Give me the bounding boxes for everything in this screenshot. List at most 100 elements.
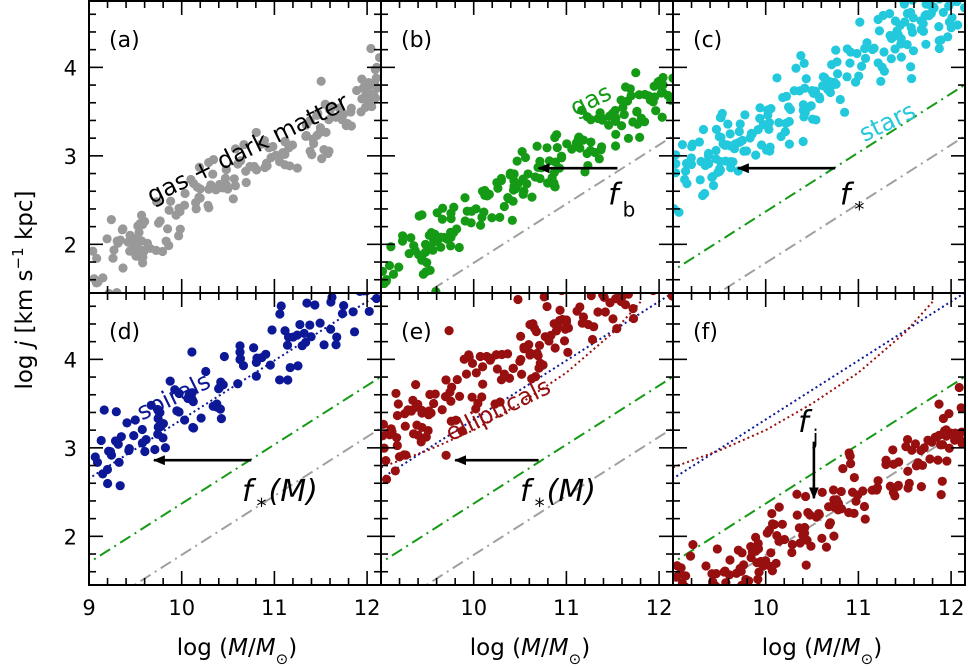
data-point: [936, 490, 946, 500]
data-point: [620, 276, 629, 285]
data-point: [559, 336, 570, 346]
data-point: [98, 469, 108, 479]
data-point: [616, 293, 626, 301]
data-point: [653, 282, 662, 291]
data-point: [672, 643, 681, 652]
data-point: [381, 419, 389, 429]
reference-line: [716, 426, 965, 585]
panel-letter: (b): [401, 28, 432, 53]
data-point: [331, 340, 341, 350]
x-axis-labels: log (M/M⊙) log (M/M⊙) log (M/M⊙): [177, 635, 882, 668]
data-point: [260, 162, 270, 173]
data-point: [129, 431, 139, 441]
data-point: [441, 375, 451, 385]
data-point: [429, 237, 439, 247]
data-point: [938, 7, 948, 18]
data-point: [916, 445, 926, 456]
data-point: [600, 265, 609, 274]
data-point: [702, 590, 711, 599]
data-point: [560, 324, 570, 334]
plot-area: [672, 293, 965, 652]
data-point: [611, 234, 620, 243]
data-point: [833, 505, 843, 515]
data-point: [552, 143, 562, 153]
data-point: [645, 95, 655, 105]
data-point: [622, 96, 633, 106]
data-point: [125, 246, 135, 256]
data-point: [371, 73, 381, 83]
data-point: [299, 328, 309, 338]
data-point: [460, 193, 470, 203]
data-point: [219, 351, 229, 362]
data-point: [112, 236, 122, 246]
data-point: [517, 369, 527, 379]
data-point: [906, 62, 916, 72]
data-point: [386, 242, 396, 252]
data-point: [105, 446, 116, 457]
data-point: [776, 131, 786, 142]
data-point: [102, 234, 112, 244]
data-point: [558, 283, 567, 292]
data-point: [791, 63, 801, 73]
data-point: [342, 271, 351, 280]
data-point: [392, 433, 402, 443]
data-point: [952, 1, 962, 7]
data-point: [446, 396, 456, 406]
x-axis-label: log (M/M⊙): [762, 635, 882, 668]
data-point: [454, 242, 464, 253]
data-point: [283, 375, 293, 385]
data-point: [405, 405, 416, 415]
data-point: [889, 459, 899, 469]
data-point: [845, 58, 855, 68]
data-point: [466, 218, 476, 228]
data-point: [275, 375, 285, 385]
panel-c: (c) stars f *: [672, 0, 966, 294]
y-tick-label: 3: [64, 437, 77, 461]
data-point: [179, 200, 190, 210]
data-point: [886, 33, 897, 44]
data-point: [461, 369, 472, 379]
data-point: [170, 385, 180, 395]
data-point: [854, 71, 864, 81]
data-point: [454, 391, 465, 401]
data-point: [491, 350, 501, 360]
data-point: [618, 261, 627, 270]
reference-curve: [673, 301, 934, 469]
data-point: [151, 245, 161, 256]
data-point: [685, 604, 694, 613]
data-point: [628, 304, 638, 314]
data-point: [934, 399, 944, 409]
data-point: [907, 27, 918, 37]
data-point: [845, 451, 855, 461]
data-point: [699, 188, 710, 199]
data-point: [934, 430, 944, 440]
data-point: [860, 514, 870, 524]
data-point: [936, 35, 946, 45]
data-point: [122, 418, 132, 428]
data-point: [332, 332, 342, 342]
data-point: [645, 247, 654, 256]
data-point: [235, 354, 246, 364]
data-point: [767, 508, 777, 519]
data-point: [502, 349, 513, 359]
data-point: [740, 110, 750, 120]
data-point: [838, 463, 848, 474]
data-point: [505, 168, 515, 178]
data-point: [381, 266, 388, 276]
data-point: [112, 288, 122, 293]
data-point: [944, 1, 954, 11]
data-point: [102, 478, 113, 489]
data-point: [879, 66, 890, 76]
data-point: [673, 561, 682, 571]
data-point: [306, 332, 316, 342]
data-point: [146, 400, 156, 410]
data-point: [251, 371, 261, 381]
data-point: [658, 87, 668, 97]
data-point: [513, 294, 523, 305]
data-point: [824, 502, 834, 512]
data-point: [265, 360, 275, 370]
data-point: [388, 269, 399, 279]
data-point: [108, 253, 118, 263]
data-point: [124, 444, 134, 454]
